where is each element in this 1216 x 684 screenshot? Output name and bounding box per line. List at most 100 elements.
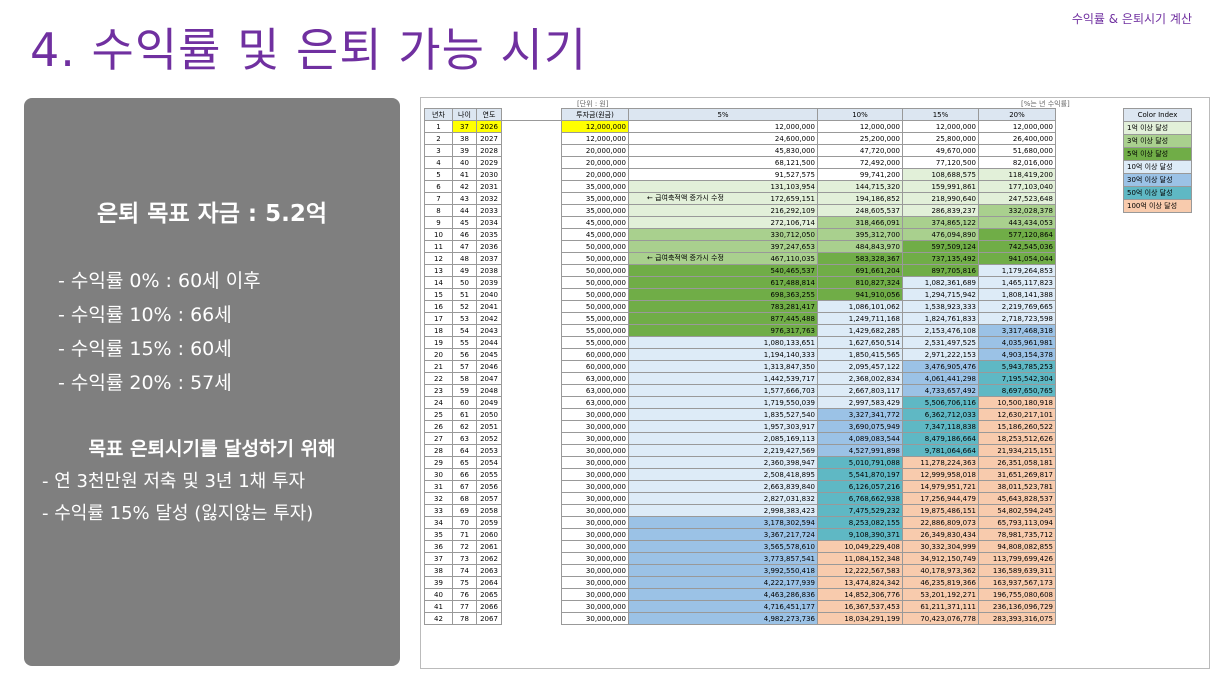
- table-row: 22 58 2047 63,000,000 1,442,539,717 2,368,002…: [424, 372, 1056, 385]
- age-cell: 47: [452, 240, 477, 253]
- value-15pct-cell: 1,082,361,689: [902, 276, 979, 289]
- value-15pct-cell: 597,509,124: [902, 240, 979, 253]
- age-cell: 37: [452, 120, 477, 133]
- value-10pct-cell: 3,690,075,949: [817, 420, 903, 433]
- year-index-cell: 15: [424, 288, 453, 301]
- value-15pct-cell: 1,824,761,833: [902, 312, 979, 325]
- value-15pct-cell: 12,000,000: [902, 120, 979, 133]
- value-5pct-cell: 1,719,550,039: [628, 396, 818, 409]
- value-20pct-cell: 577,120,864: [978, 228, 1056, 241]
- value-10pct-cell: 5,541,870,197: [817, 468, 903, 481]
- principal-cell: 12,000,000: [561, 132, 629, 145]
- value-20pct-cell: 78,981,735,712: [978, 528, 1056, 541]
- value-15pct-cell: 2,153,476,108: [902, 324, 979, 337]
- value-10pct-cell: 13,474,824,342: [817, 576, 903, 589]
- rate-item: - 수익률 20% : 57세: [58, 372, 232, 394]
- year-cell: 2046: [476, 360, 502, 373]
- table-row: 33 69 2058 30,000,000 2,998,383,423 7,475,529…: [424, 504, 1056, 517]
- value-10pct-cell: 25,200,000: [817, 132, 903, 145]
- value-15pct-cell: 14,979,951,721: [902, 480, 979, 493]
- year-cell: 2058: [476, 504, 502, 517]
- value-5pct-cell: 2,663,839,840: [628, 480, 818, 493]
- legend-row: 10억 이상 달성: [1123, 160, 1192, 174]
- year-cell: 2033: [476, 204, 502, 217]
- value-10pct-cell: 2,997,583,429: [817, 396, 903, 409]
- principal-cell: 50,000,000: [561, 300, 629, 313]
- table-row: 21 57 2046 60,000,000 1,313,847,350 2,095,457…: [424, 360, 1056, 373]
- principal-cell: 45,000,000: [561, 228, 629, 241]
- table-row: 6 42 2031 35,000,000 131,103,954 144,715,320 1…: [424, 180, 1056, 193]
- page-title: 4. 수익률 및 은퇴 가능 시기: [30, 23, 588, 77]
- value-5pct-cell: 698,363,255: [628, 288, 818, 301]
- year-index-cell: 19: [424, 336, 453, 349]
- year-index-cell: 11: [424, 240, 453, 253]
- year-cell: 2060: [476, 528, 502, 541]
- year-cell: 2047: [476, 372, 502, 385]
- value-5pct-cell: 4,463,286,836: [628, 588, 818, 601]
- value-10pct-cell: 99,741,200: [817, 168, 903, 181]
- age-cell: 40: [452, 156, 477, 169]
- age-cell: 71: [452, 528, 477, 541]
- gap-cell: [502, 385, 562, 397]
- value-10pct-cell: 810,827,324: [817, 276, 903, 289]
- unit-caption: [단위 : 원]: [577, 100, 609, 108]
- year-index-cell: 9: [424, 216, 453, 229]
- principal-cell: 50,000,000: [561, 288, 629, 301]
- value-20pct-cell: 15,186,260,522: [978, 420, 1056, 433]
- year-cell: 2038: [476, 264, 502, 277]
- value-10pct-cell: 2,368,002,834: [817, 372, 903, 385]
- principal-cell: 30,000,000: [561, 480, 629, 493]
- col-principal: 투자금(원금): [561, 108, 629, 121]
- value-15pct-cell: 1,538,923,333: [902, 300, 979, 313]
- year-cell: 2064: [476, 576, 502, 589]
- summary-panel: 은퇴 목표 자금 : 5.2억 - 수익률 0% : 60세 이후 - 수익률 …: [24, 98, 400, 666]
- age-cell: 77: [452, 600, 477, 613]
- year-cell: 2042: [476, 312, 502, 325]
- value-5pct-cell: 4,716,451,177: [628, 600, 818, 613]
- legend-row: 100억 이상 달성: [1123, 199, 1192, 213]
- age-cell: 54: [452, 324, 477, 337]
- year-cell: 2030: [476, 168, 502, 181]
- age-cell: 76: [452, 588, 477, 601]
- year-cell: 2054: [476, 456, 502, 469]
- table-row: 30 66 2055 30,000,000 2,508,418,895 5,541,870…: [424, 468, 1056, 481]
- table-row: 42 78 2067 30,000,000 4,982,273,736 18,034,29…: [424, 612, 1056, 625]
- gap-cell: [502, 445, 562, 457]
- strategy-item: - 수익률 15% 달성 (잃지않는 투자): [42, 503, 314, 524]
- value-5pct-cell: 1,957,303,917: [628, 420, 818, 433]
- value-15pct-cell: 159,991,861: [902, 180, 979, 193]
- age-cell: 64: [452, 444, 477, 457]
- value-5pct-cell: 976,317,763: [628, 324, 818, 337]
- table-row: 38 74 2063 30,000,000 3,992,550,418 12,222,56…: [424, 564, 1056, 577]
- value-20pct-cell: 443,434,053: [978, 216, 1056, 229]
- value-10pct-cell: 47,720,000: [817, 144, 903, 157]
- gap-cell: [502, 253, 562, 265]
- gap-cell: [502, 517, 562, 529]
- value-20pct-cell: 5,943,785,253: [978, 360, 1056, 373]
- year-cell: 2028: [476, 144, 502, 157]
- value-15pct-cell: 2,971,222,153: [902, 348, 979, 361]
- principal-cell: 30,000,000: [561, 456, 629, 469]
- value-10pct-cell: 14,852,306,776: [817, 588, 903, 601]
- gap-cell: [502, 409, 562, 421]
- legend-header-row: Color Index: [1123, 108, 1192, 122]
- age-cell: 62: [452, 420, 477, 433]
- legend-item: 30억 이상 달성: [1123, 173, 1192, 187]
- value-5pct-cell: 3,178,302,594: [628, 516, 818, 529]
- year-index-cell: 22: [424, 372, 453, 385]
- year-cell: 2043: [476, 324, 502, 337]
- legend-item: 5억 이상 달성: [1123, 147, 1192, 161]
- value-20pct-cell: 113,799,699,426: [978, 552, 1056, 565]
- value-15pct-cell: 11,278,224,363: [902, 456, 979, 469]
- value-10pct-cell: 144,715,320: [817, 180, 903, 193]
- age-cell: 38: [452, 132, 477, 145]
- principal-cell: 63,000,000: [561, 372, 629, 385]
- value-10pct-cell: 6,126,057,216: [817, 480, 903, 493]
- value-10pct-cell: 6,768,662,938: [817, 492, 903, 505]
- principal-cell: 60,000,000: [561, 348, 629, 361]
- age-cell: 42: [452, 180, 477, 193]
- principal-cell: 55,000,000: [561, 336, 629, 349]
- age-cell: 51: [452, 288, 477, 301]
- strategy-title: 목표 은퇴시기를 달성하기 위해: [88, 438, 336, 460]
- gap-cell: [502, 289, 562, 301]
